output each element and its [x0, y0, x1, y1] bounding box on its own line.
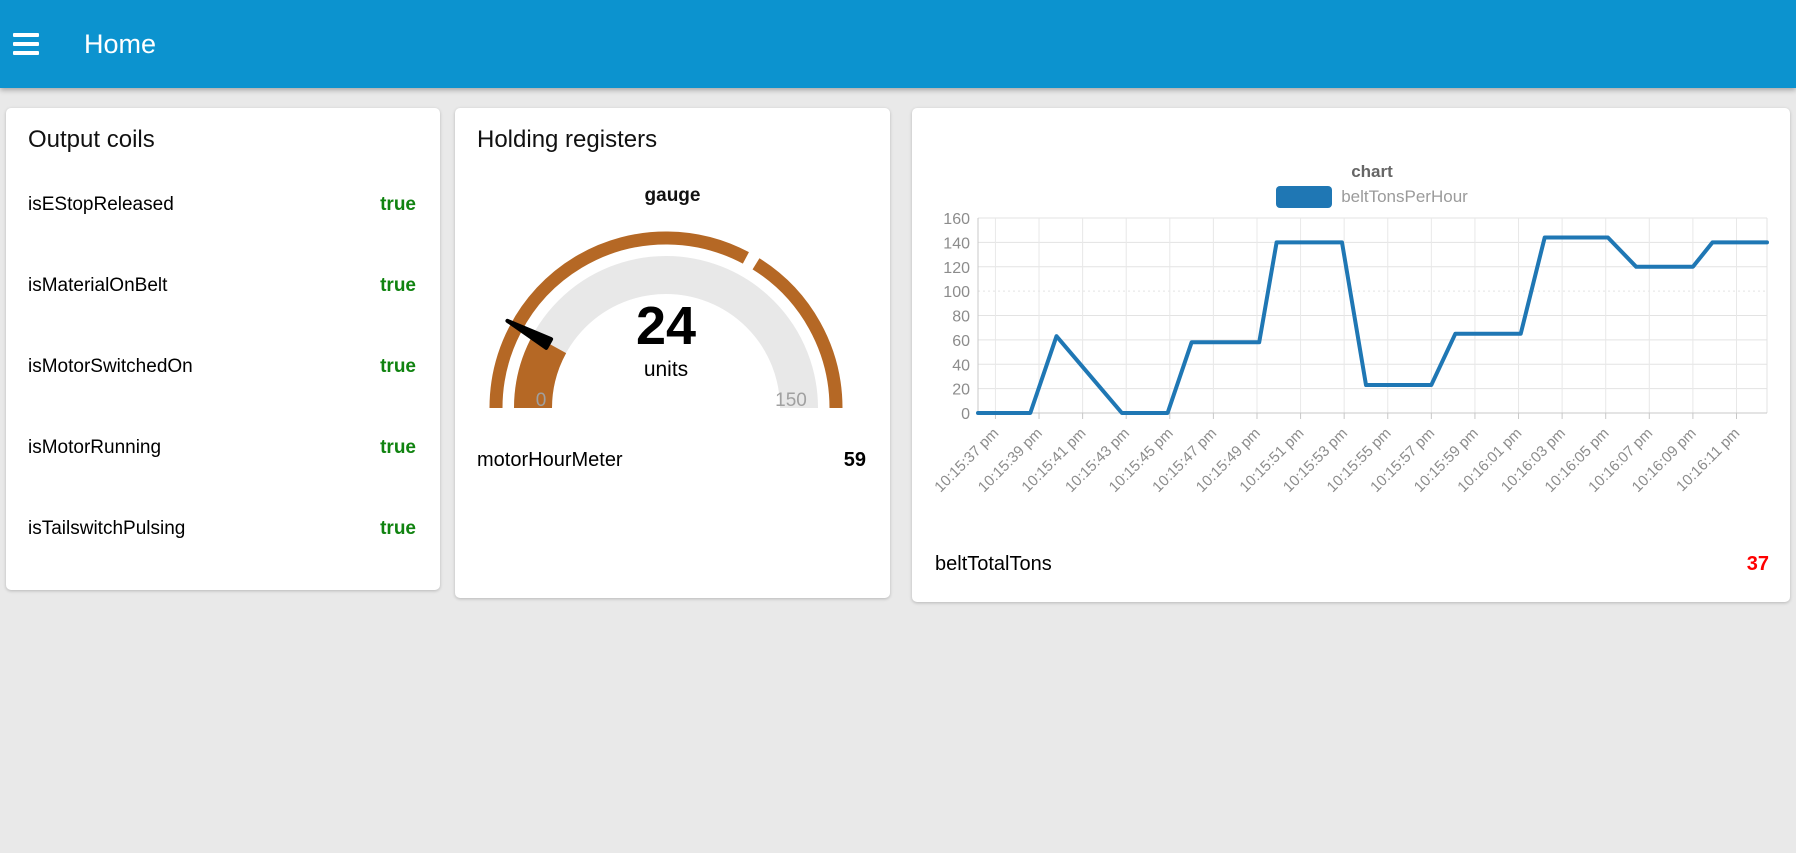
coil-label: isMaterialOnBelt [28, 274, 168, 296]
y-axis-tick-label: 100 [943, 284, 970, 301]
chart-footer-value: 37 [1746, 553, 1769, 575]
coil-value: true [380, 436, 416, 458]
gauge-min-label: 0 [536, 390, 547, 411]
y-axis-tick-label: 40 [952, 357, 970, 374]
coil-value: true [380, 274, 416, 296]
card-title: Output coils [28, 126, 155, 153]
card-title: Holding registers [477, 126, 658, 153]
top-bar: Home [0, 0, 1796, 88]
y-axis-tick-label: 80 [952, 309, 970, 326]
legend-swatch [1276, 186, 1333, 208]
chart-legend: beltTonsPerHour [912, 186, 1790, 208]
table-row: motorHourMeter 59 [477, 449, 866, 472]
coil-value: true [380, 517, 416, 539]
y-axis-tick-label: 120 [943, 260, 970, 277]
chart-title: chart [1351, 162, 1393, 181]
gauge-outer-ring [489, 231, 749, 409]
table-row: isMotorRunning true [6, 407, 440, 488]
gauge-outer-ring [752, 258, 843, 409]
y-axis-tick-label: 60 [952, 333, 970, 350]
register-value: 59 [843, 449, 866, 471]
holding-registers-card: Holding registers gauge 24 units 0 150 moto… [455, 108, 890, 598]
coil-label: isMotorRunning [28, 436, 162, 458]
chart-footer-label: beltTotalTons [935, 553, 1052, 575]
table-row: isMaterialOnBelt true [6, 245, 440, 326]
register-label: motorHourMeter [477, 449, 623, 471]
y-axis-tick-label: 140 [943, 235, 970, 252]
y-axis-tick-label: 160 [943, 211, 970, 228]
table-row: beltTotalTons 37 [935, 553, 1769, 576]
menu-bar [13, 33, 39, 37]
output-coils-card: Output coils isEStopReleased true isMate… [6, 108, 440, 590]
gauge-needle [505, 318, 554, 350]
chart-series-line [976, 235, 1769, 415]
table-row: isMotorSwitchedOn true [6, 326, 440, 407]
menu-bar [13, 51, 39, 55]
table-row: isTailswitchPulsing true [6, 488, 440, 569]
hamburger-menu-icon[interactable] [13, 33, 39, 55]
coil-label: isMotorSwitchedOn [28, 355, 193, 377]
table-row: isEStopReleased true [6, 164, 440, 245]
chart-card: chart beltTonsPerHour 0 20 40 60 80 100 120 140… [912, 108, 1790, 602]
coil-value: true [380, 355, 416, 377]
menu-bar [13, 42, 39, 46]
y-axis-tick-label: 0 [961, 406, 970, 423]
gauge-title: gauge [644, 185, 701, 206]
gauge-units: units [644, 358, 688, 381]
y-axis-tick-label: 20 [952, 382, 970, 399]
gauge-value: 24 [636, 296, 696, 356]
coil-label: isTailswitchPulsing [28, 517, 186, 539]
coil-rows: isEStopReleased true isMaterialOnBelt tr… [6, 164, 440, 569]
gauge-max-label: 150 [775, 390, 807, 411]
coil-label: isEStopReleased [28, 193, 174, 215]
page-title: Home [84, 29, 157, 59]
legend-label: beltTonsPerHour [1341, 187, 1468, 206]
coil-value: true [380, 193, 416, 215]
